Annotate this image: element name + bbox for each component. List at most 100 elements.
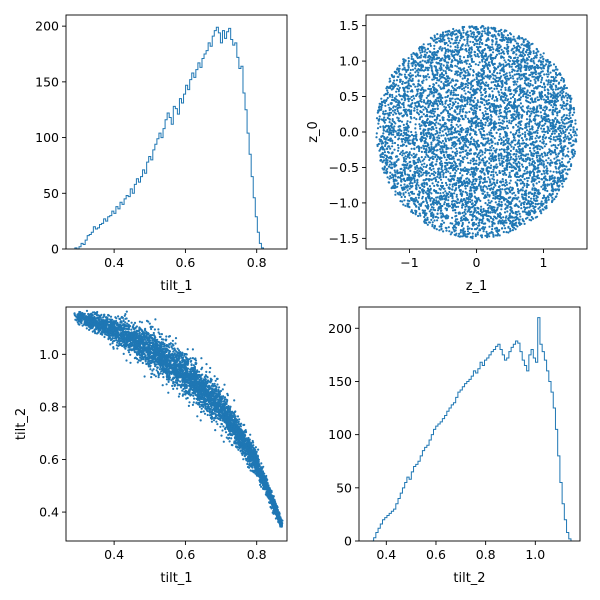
scatter-point: [398, 134, 401, 137]
scatter-point: [536, 175, 539, 178]
scatter-point: [459, 229, 463, 232]
scatter-point: [523, 169, 526, 172]
scatter-point: [550, 175, 553, 178]
scatter-point: [397, 84, 400, 87]
scatter-point: [454, 171, 457, 175]
scatter-point: [456, 179, 459, 182]
scatter-point: [543, 172, 546, 175]
scatter-point: [510, 206, 513, 209]
scatter-point: [453, 192, 456, 195]
scatter-point: [471, 181, 474, 184]
scatter-point: [395, 79, 399, 82]
scatter-point: [461, 190, 465, 193]
scatter-point: [423, 158, 426, 161]
scatter-point: [503, 101, 506, 104]
scatter-point: [448, 205, 451, 208]
scatter-point: [466, 233, 469, 236]
scatter-point: [515, 115, 518, 118]
scatter-point: [492, 77, 495, 80]
scatter-point: [468, 179, 471, 182]
y-tick-label: 0: [51, 242, 59, 257]
scatter-point: [472, 183, 475, 186]
scatter-point: [509, 222, 512, 225]
scatter-point: [521, 218, 524, 221]
scatter-point: [393, 141, 397, 145]
scatter-point: [487, 102, 490, 105]
scatter-point: [474, 63, 477, 66]
scatter-point: [494, 151, 497, 154]
scatter-point: [532, 89, 535, 93]
scatter-point: [448, 190, 451, 194]
scatter-point: [522, 158, 525, 161]
scatter-point: [522, 172, 525, 176]
scatter-point: [549, 64, 553, 67]
scatter-point: [533, 62, 536, 65]
scatter-point: [489, 201, 492, 204]
scatter-point: [404, 136, 407, 139]
scatter-point: [442, 64, 445, 67]
scatter-point: [525, 106, 529, 109]
scatter-point: [442, 191, 445, 194]
scatter-point: [494, 95, 498, 99]
scatter-point: [535, 197, 538, 200]
scatter-point: [463, 214, 466, 217]
scatter-point: [534, 165, 537, 168]
scatter-point: [471, 143, 474, 146]
scatter-point: [515, 216, 518, 219]
scatter-point: [402, 123, 405, 126]
scatter-point: [532, 50, 535, 53]
scatter-point: [443, 142, 446, 145]
scatter-point: [495, 217, 498, 220]
scatter-point: [557, 132, 561, 136]
scatter-point: [446, 95, 449, 98]
scatter-point: [517, 155, 520, 158]
scatter-point: [383, 101, 387, 104]
scatter-point: [452, 157, 455, 160]
scatter-point: [425, 206, 428, 209]
scatter-point: [528, 110, 531, 113]
scatter-point: [421, 50, 424, 54]
scatter-point: [486, 133, 489, 136]
scatter-point: [475, 169, 478, 172]
scatter-point: [519, 215, 522, 218]
scatter-point: [523, 53, 527, 57]
scatter-point: [479, 108, 482, 111]
scatter-point: [379, 140, 382, 143]
scatter-point: [403, 199, 406, 202]
scatter-point: [560, 96, 563, 99]
scatter-point: [528, 147, 532, 150]
scatter-point: [505, 36, 508, 40]
scatter-point: [518, 200, 521, 203]
scatter-point: [496, 179, 499, 182]
scatter-point: [500, 138, 503, 142]
scatter-point: [517, 210, 520, 213]
scatter-point: [525, 172, 528, 175]
scatter-point: [509, 158, 512, 161]
scatter-point: [461, 211, 464, 215]
scatter-point: [529, 94, 532, 97]
scatter-point: [538, 104, 541, 107]
scatter-point: [439, 102, 442, 105]
scatter-point: [454, 184, 457, 187]
scatter-point: [470, 86, 473, 89]
scatter-point: [559, 149, 562, 153]
scatter-point: [505, 215, 508, 218]
scatter-point: [431, 133, 434, 136]
scatter-point: [503, 39, 506, 42]
scatter-point: [492, 175, 495, 178]
scatter-point: [463, 155, 466, 158]
scatter-point: [409, 121, 412, 124]
scatter-point: [529, 79, 532, 82]
scatter-point: [507, 226, 510, 229]
scatter-point: [439, 188, 442, 191]
scatter-point: [513, 60, 516, 64]
scatter-point: [562, 80, 565, 83]
scatter-point: [574, 140, 577, 143]
scatter-point: [411, 174, 414, 177]
scatter-point: [465, 197, 468, 200]
scatter-point: [433, 47, 436, 50]
scatter-point: [410, 147, 413, 150]
scatter-point: [437, 134, 440, 137]
scatter-point: [498, 49, 501, 53]
scatter-point: [402, 203, 405, 206]
